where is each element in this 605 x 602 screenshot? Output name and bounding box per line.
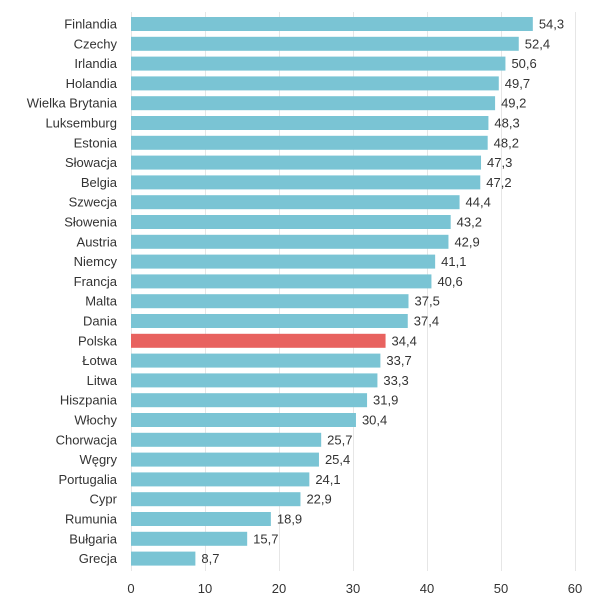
category-label: Słowenia <box>64 215 118 230</box>
category-label: Wielka Brytania <box>27 96 118 111</box>
category-label: Austria <box>77 234 118 249</box>
category-label: Portugalia <box>58 472 117 487</box>
value-label: 15,7 <box>253 531 278 546</box>
x-tick-label: 60 <box>568 581 582 596</box>
bar-dania <box>131 314 408 328</box>
bar-grecja <box>131 551 196 566</box>
value-label: 37,5 <box>415 294 440 309</box>
value-label: 49,7 <box>505 76 530 91</box>
value-label: 52,4 <box>525 36 550 51</box>
value-label: 47,2 <box>486 175 511 190</box>
bar-słowenia <box>131 215 451 229</box>
category-label: Włochy <box>74 413 117 428</box>
value-label: 47,3 <box>487 155 512 170</box>
bar-holandia <box>131 76 499 91</box>
x-axis-ticks: 0 10 20 30 40 50 60 <box>127 581 582 596</box>
category-label: Estonia <box>74 135 118 150</box>
bar-luksemburg <box>131 116 489 130</box>
bar-portugalia <box>131 472 310 487</box>
value-label: 42,9 <box>454 234 479 249</box>
bar-irlandia <box>131 56 506 71</box>
x-tick-label: 30 <box>346 581 360 596</box>
bar-estonia <box>131 135 488 150</box>
category-label: Francja <box>74 274 118 289</box>
x-tick-label: 10 <box>198 581 212 596</box>
category-label: Finlandia <box>64 17 118 32</box>
category-label: Słowacja <box>65 155 118 170</box>
value-label: 33,3 <box>383 373 408 388</box>
value-label: 49,2 <box>501 96 526 111</box>
value-label: 22,9 <box>306 492 331 507</box>
bar-włochy <box>131 413 356 427</box>
bar-węgry <box>131 452 319 467</box>
category-label: Malta <box>85 294 118 309</box>
category-label: Polska <box>78 333 118 348</box>
category-label: Hiszpania <box>60 393 118 408</box>
bar-litwa <box>131 373 378 388</box>
category-label: Irlandia <box>74 56 117 71</box>
category-label: Grecja <box>79 551 118 566</box>
category-label: Rumunia <box>65 512 118 527</box>
value-label: 43,2 <box>457 215 482 230</box>
value-label: 41,1 <box>441 254 466 269</box>
category-label: Chorwacja <box>56 432 118 447</box>
bar-niemcy <box>131 254 436 269</box>
value-label: 31,9 <box>373 393 398 408</box>
value-label: 25,7 <box>327 432 352 447</box>
value-labels: 54,3 52,4 50,6 49,7 49,2 48,3 48,2 47,3 47,2 44,4… <box>201 17 564 567</box>
category-label: Dania <box>83 314 118 329</box>
bar-łotwa <box>131 353 381 368</box>
category-label: Czechy <box>74 36 118 51</box>
value-label: 25,4 <box>325 452 350 467</box>
category-label: Niemcy <box>74 254 118 269</box>
category-label: Litwa <box>87 373 118 388</box>
value-label: 50,6 <box>511 56 536 71</box>
value-label: 37,4 <box>414 314 439 329</box>
bar-finlandia <box>131 17 533 31</box>
value-label: 18,9 <box>277 512 302 527</box>
category-label: Bułgaria <box>69 531 117 546</box>
value-label: 48,3 <box>494 116 519 131</box>
bar-austria <box>131 234 449 249</box>
bars <box>131 17 533 566</box>
value-label: 30,4 <box>362 413 387 428</box>
value-label: 8,7 <box>201 551 219 566</box>
bar-rumunia <box>131 512 271 526</box>
x-tick-label: 40 <box>420 581 434 596</box>
value-label: 44,4 <box>466 195 491 210</box>
bar-słowacja <box>131 155 482 170</box>
value-label: 48,2 <box>494 135 519 150</box>
value-label: 40,6 <box>437 274 462 289</box>
bar-belgia <box>131 175 481 190</box>
category-label: Cypr <box>90 492 118 507</box>
bar-hiszpania <box>131 393 368 408</box>
bar-bułgaria <box>131 531 248 546</box>
bar-malta <box>131 294 409 309</box>
value-label: 54,3 <box>539 17 564 32</box>
bar-szwecja <box>131 195 460 210</box>
bar-polska <box>131 333 386 348</box>
x-tick-label: 0 <box>127 581 134 596</box>
category-label: Łotwa <box>82 353 117 368</box>
category-label: Belgia <box>81 175 118 190</box>
value-label: 34,4 <box>392 333 417 348</box>
x-tick-label: 20 <box>272 581 286 596</box>
value-label: 24,1 <box>315 472 340 487</box>
bar-francja <box>131 274 432 289</box>
category-label: Węgry <box>79 452 117 467</box>
value-label: 33,7 <box>386 353 411 368</box>
bar-cypr <box>131 492 301 507</box>
category-label: Luksemburg <box>45 116 117 131</box>
category-labels: Finlandia Czechy Irlandia Holandia Wielka Br… <box>27 17 118 567</box>
bar-wielka-brytania <box>131 96 496 111</box>
bar-chorwacja <box>131 432 322 447</box>
x-tick-label: 50 <box>494 581 508 596</box>
category-label: Holandia <box>66 76 118 91</box>
bar-czechy <box>131 36 519 51</box>
category-label: Szwecja <box>69 195 118 210</box>
